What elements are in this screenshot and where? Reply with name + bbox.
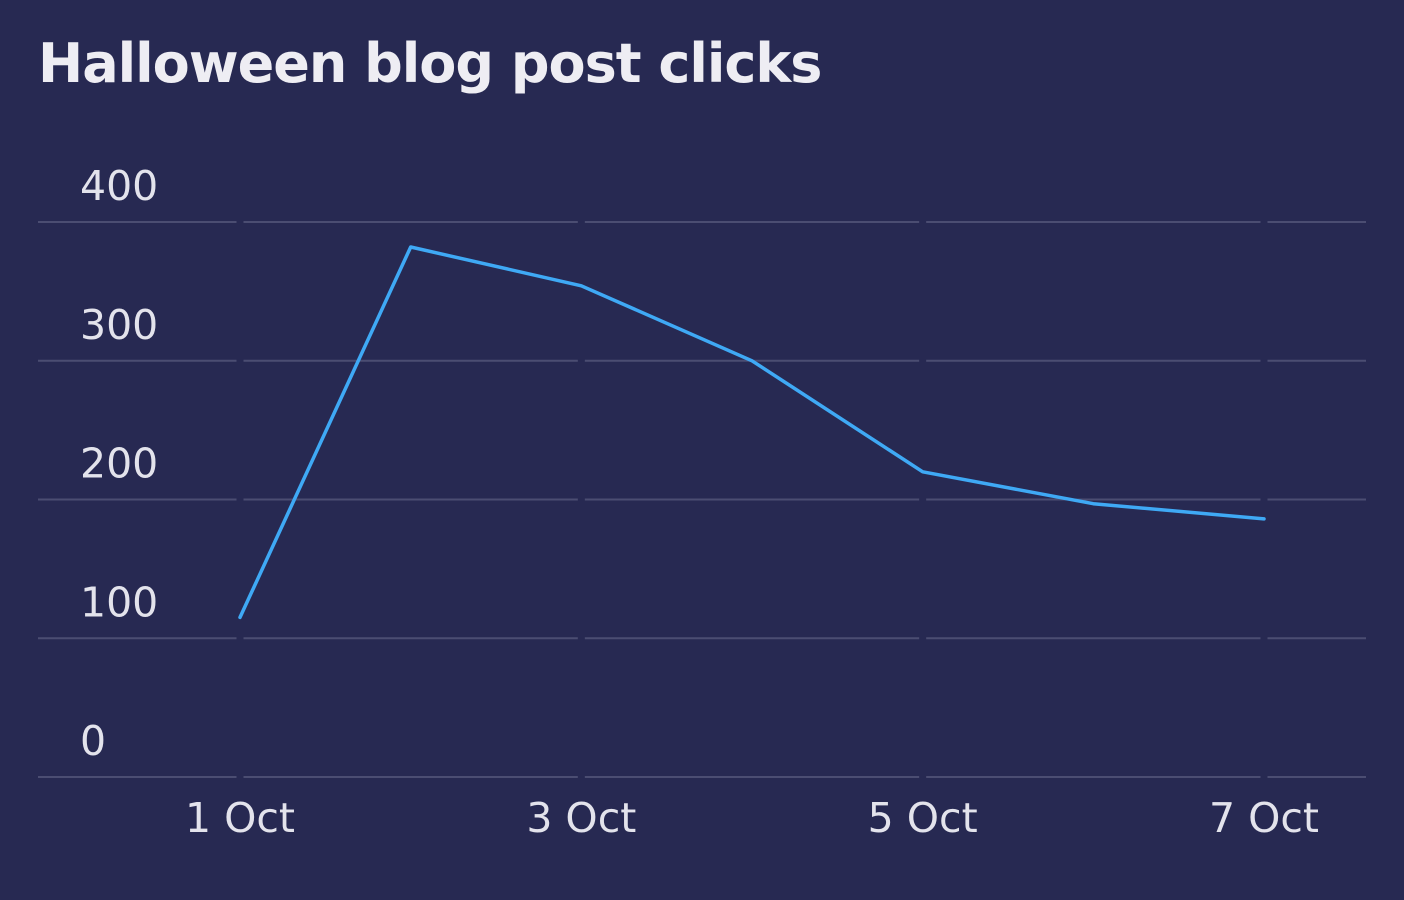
y-tick-label: 300 (80, 301, 158, 349)
x-axis-tick-labels: 1 Oct 3 Oct 5 Oct 7 Oct (185, 794, 1319, 842)
chart-title: Halloween blog post clicks (38, 32, 822, 95)
y-tick-label: 400 (80, 162, 158, 210)
series-line-0 (238, 245, 1266, 620)
gridlines (38, 221, 1366, 778)
x-tick-label: 1 Oct (185, 794, 295, 842)
y-tick-label: 0 (80, 717, 106, 765)
x-tick-label: 7 Oct (1209, 794, 1319, 842)
x-tick-label: 3 Oct (526, 794, 636, 842)
x-tick-label: 5 Oct (868, 794, 978, 842)
y-tick-label: 100 (80, 578, 158, 626)
series-lines (238, 245, 1266, 620)
y-tick-label: 200 (80, 440, 158, 488)
y-axis-tick-labels: 0 100 200 300 400 (80, 162, 158, 765)
